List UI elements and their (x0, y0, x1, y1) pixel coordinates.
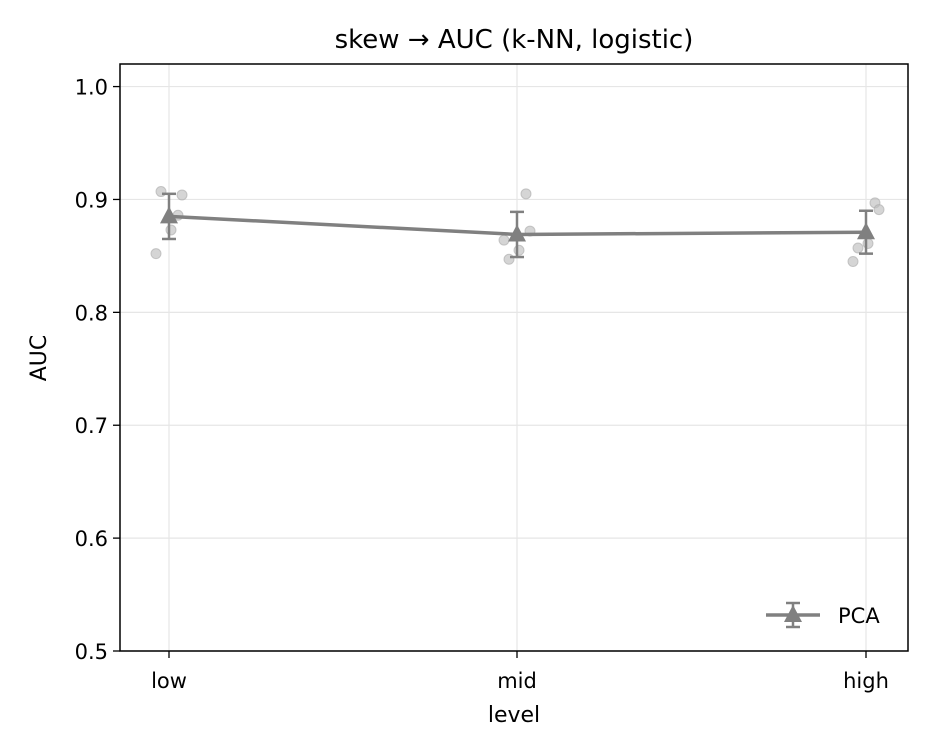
x-tick-label: high (843, 669, 889, 693)
x-tick-label: mid (497, 669, 537, 693)
x-axis: low mid high (151, 651, 889, 693)
raw-point (873, 204, 885, 216)
y-tick-label: 0.9 (75, 188, 108, 212)
y-tick-label: 0.8 (75, 301, 108, 325)
raw-point (513, 244, 525, 256)
x-axis-label: level (488, 703, 540, 728)
y-axis: 0.5 0.6 0.7 0.8 0.9 1.0 (75, 76, 120, 664)
raw-point (847, 256, 859, 268)
y-tick-label: 0.7 (75, 414, 108, 438)
raw-point (150, 248, 162, 260)
data-point-marker (857, 222, 875, 240)
grid-lines (120, 64, 908, 652)
legend-triangle (784, 605, 802, 622)
raw-point (165, 224, 177, 236)
raw-point (498, 234, 510, 246)
y-tick-label: 0.6 (75, 527, 108, 551)
y-axis-label: AUC (27, 335, 52, 382)
raw-point (862, 237, 874, 249)
data-point-marker (508, 224, 526, 242)
raw-point (852, 242, 864, 254)
y-tick-label: 1.0 (75, 76, 108, 100)
raw-point (520, 188, 532, 200)
legend-label-pca: PCA (838, 604, 880, 628)
series-group (160, 192, 875, 259)
y-tick-label: 0.5 (75, 640, 108, 664)
data-point-marker (160, 206, 178, 224)
legend: PCA (766, 601, 880, 629)
legend-marker-pca (766, 601, 820, 629)
raw-point (176, 189, 188, 201)
plot-frame (119, 63, 909, 652)
chart-title: skew → AUC (k-NN, logistic) (335, 25, 694, 55)
x-tick-label: low (151, 669, 187, 693)
